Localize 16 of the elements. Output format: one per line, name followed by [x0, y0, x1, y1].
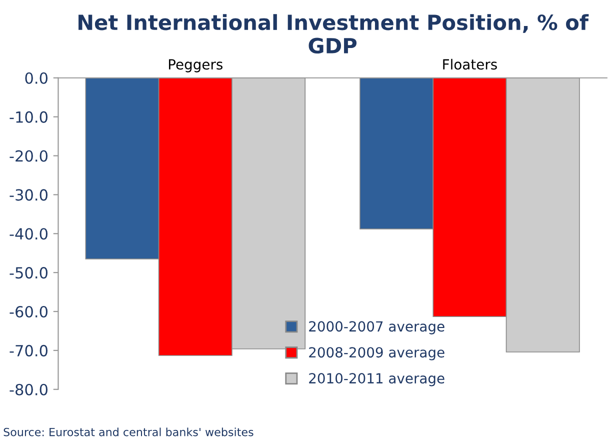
legend-label: 2000-2007 average	[309, 321, 444, 334]
y-tick-label: -60.0	[10, 306, 48, 318]
y-tick-label: -50.0	[10, 267, 48, 279]
x-tick-label: Floaters	[443, 58, 497, 70]
source-note: Source: Eurostat and central banks' websites	[4, 428, 254, 436]
x-tick-label: Peggers	[168, 59, 222, 72]
y-tick-label: -40.0	[10, 228, 48, 240]
legend-label: 2010-2011 average	[309, 373, 444, 386]
y-tick-label: -10.0	[10, 111, 48, 123]
y-tick-label: -30.0	[10, 189, 48, 201]
chart-title: Net International Investment Position, % of GDP	[78, 14, 589, 54]
y-tick-label: -70.0	[10, 344, 48, 356]
y-tick-label: -80.0	[10, 384, 48, 396]
y-tick-label: 0.0	[25, 72, 48, 84]
legend-label: 2008-2009 average	[309, 347, 444, 360]
y-tick-label: -20.0	[10, 150, 48, 162]
